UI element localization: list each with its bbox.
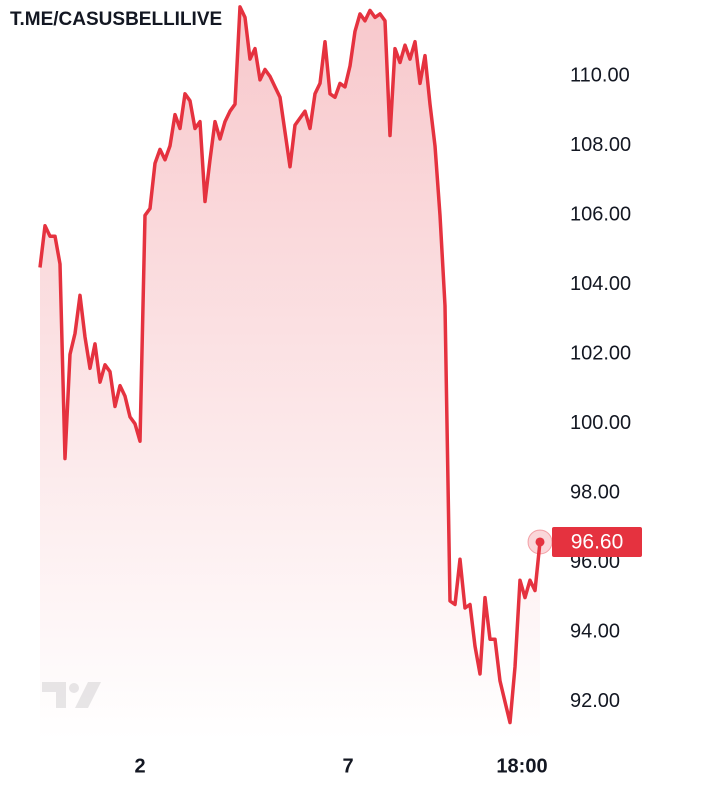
y-tick-label: 92.00 [570,690,620,712]
x-tick-label: 7 [342,755,353,777]
price-tag [552,526,642,557]
price-line [38,5,542,725]
y-tick-label: 100.00 [570,412,631,434]
y-tick-label: 94.00 [570,621,620,643]
x-tick-label: 18:00 [496,755,547,777]
y-tick-label: 104.00 [570,273,631,295]
y-tick-label: 106.00 [570,204,631,226]
price-tag-label: 96.60 [571,531,624,554]
y-tick-label: 108.00 [570,134,631,156]
last-point [535,537,545,547]
y-tick-label: 98.00 [570,482,620,504]
watermark: T.ME/CASUSBELLILIVE [10,9,222,30]
y-tick-label: 102.00 [570,343,631,365]
x-tick-label: 2 [134,755,145,777]
y-tick-label: 110.00 [570,65,630,87]
area-fill [40,6,540,740]
